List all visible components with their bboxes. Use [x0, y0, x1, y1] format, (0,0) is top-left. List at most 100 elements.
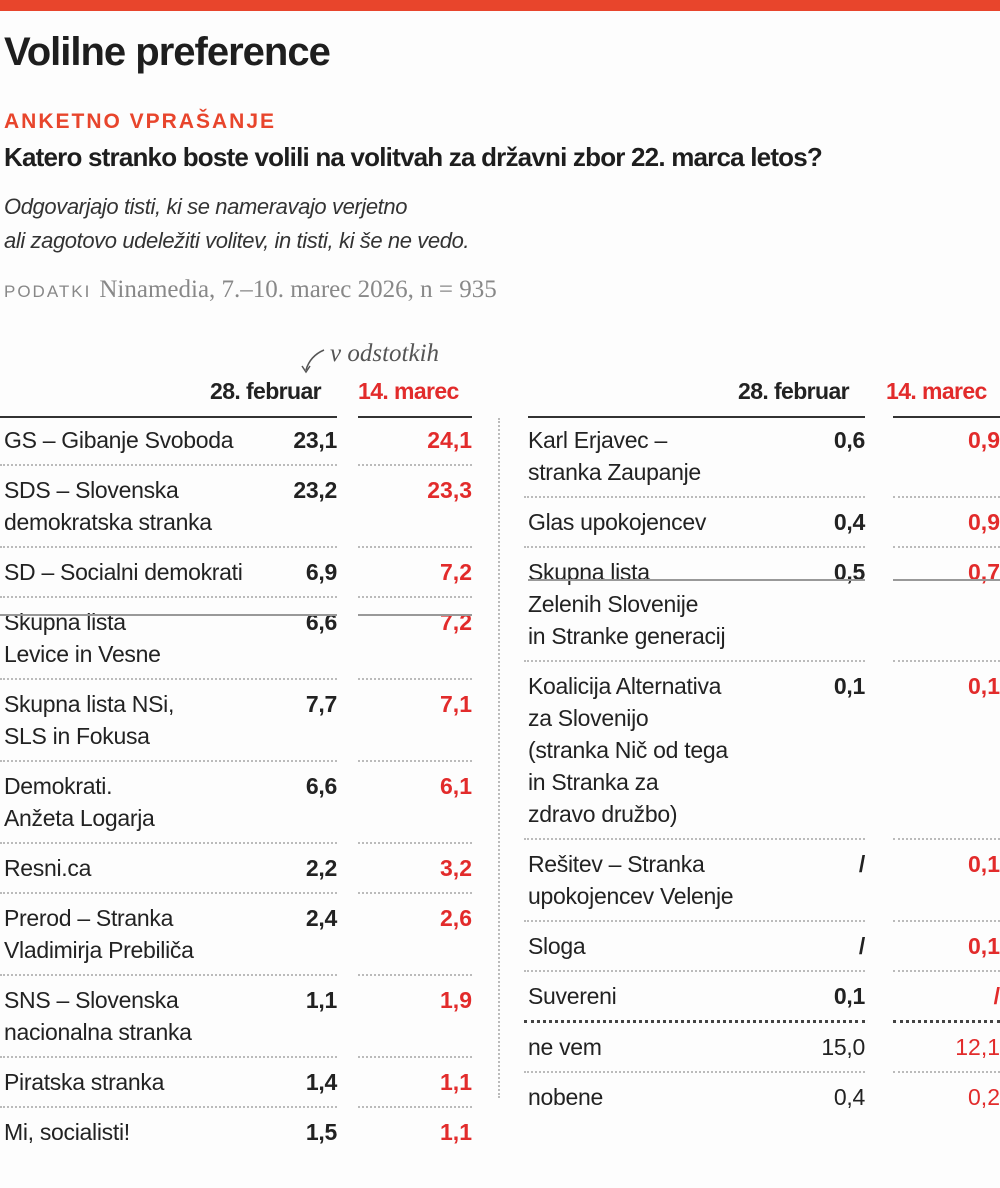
table-row: GS – Gibanje Svoboda 23,1 24,1 — [0, 416, 472, 464]
party-name-line: Mi, socialisti! — [4, 1119, 130, 1145]
value-mar: 0,1 — [893, 838, 1000, 920]
value-feb: 0,4 — [833, 509, 865, 535]
party-name-line: Anžeta Logarja — [4, 805, 155, 831]
party-name-line: SD – Socialni demokrati — [4, 559, 243, 585]
party-name: Rešitev – Stranka upokojencev Velenje — [528, 848, 734, 912]
value-feb: 7,7 — [305, 691, 337, 717]
party-name: Mi, socialisti! — [4, 1116, 130, 1148]
party-name: SD – Socialni demokrati — [4, 556, 243, 588]
party-name-line: Skupna lista — [528, 559, 650, 585]
col-header-feb-right: 28. februar — [738, 378, 850, 404]
col-header-feb: 28. februar — [210, 378, 322, 404]
table-row: Glas upokojencev 0,4 0,9 — [524, 496, 1000, 546]
value-mar: 0,7 — [893, 546, 1000, 660]
party-name-line: Prerod – Stranka — [4, 905, 174, 931]
curved-arrow-icon — [301, 349, 325, 374]
party-name-line: stranka Zaupanje — [528, 459, 701, 485]
value-feb: 23,1 — [293, 427, 337, 453]
value-feb: 15,0 — [821, 1034, 865, 1060]
party-name-line: Levice in Vesne — [4, 641, 161, 667]
party-name-line: ne vem — [528, 1034, 602, 1060]
value-mar: 0,9 — [893, 496, 1000, 546]
party-name: Glas upokojencev — [528, 506, 706, 538]
party-name-line: Demokrati. — [4, 773, 113, 799]
col-header-mar-right: 14. marec — [886, 378, 987, 404]
party-name-line: (stranka Nič od tega — [528, 737, 728, 763]
party-name: SNS – Slovenska nacionalna stranka — [4, 984, 192, 1048]
party-name-line: Piratska stranka — [4, 1069, 165, 1095]
value-mar: 0,1 — [893, 660, 1000, 838]
party-name: Resni.ca — [4, 852, 91, 884]
party-name-line: Resni.ca — [4, 855, 92, 881]
value-feb: 0,1 — [833, 983, 865, 1009]
value-mar: 1,9 — [358, 974, 472, 1056]
party-name-line: upokojencev Velenje — [528, 883, 734, 909]
bottom-rule — [358, 614, 472, 616]
party-name: ne vem — [528, 1031, 602, 1063]
bottom-rule — [528, 579, 865, 581]
header-rule — [528, 416, 865, 418]
party-name-line: Skupna lista NSi, — [4, 691, 175, 717]
table-row: Sloga / 0,1 — [524, 920, 1000, 970]
note-line: ali zagotovo udeležiti volitev, in tisti… — [4, 228, 470, 253]
value-feb: 2,4 — [305, 905, 337, 931]
value-mar: 0,1 — [893, 920, 1000, 970]
party-name-line: in Stranka za — [528, 769, 659, 795]
question: Katero stranko boste volili na volitvah … — [4, 142, 823, 172]
value-feb: 2,2 — [305, 855, 337, 881]
party-name-line: nacionalna stranka — [4, 1019, 192, 1045]
value-mar: 7,2 — [358, 596, 472, 678]
party-name: Piratska stranka — [4, 1066, 164, 1098]
value-feb: 0,4 — [833, 1084, 865, 1110]
note-line: Odgovarjajo tisti, ki se nameravajo verj… — [4, 194, 408, 219]
party-name: Skupna lista NSi, SLS in Fokusa — [4, 688, 174, 752]
party-name: Demokrati. Anžeta Logarja — [4, 770, 155, 834]
table-row: Resni.ca 2,2 3,2 — [0, 842, 472, 892]
table-row: Koalicija Alternativa za Slovenijo (strank… — [524, 660, 1000, 838]
table-row: Prerod – Stranka Vladimirja Prebiliča 2,4 2… — [0, 892, 472, 974]
kicker: ANKETNO VPRAŠANJE — [4, 110, 277, 133]
source-label: PODATKI — [4, 282, 92, 301]
party-name-line: Glas upokojencev — [528, 509, 707, 535]
value-mar: 24,1 — [427, 427, 472, 453]
value-mar: 23,3 — [358, 464, 472, 546]
party-name-line: SNS – Slovenska — [4, 987, 179, 1013]
table-row: Skupna lista Zelenih Slovenije in Stranke … — [524, 546, 1000, 660]
table-right: Karl Erjavec – stranka Zaupanje 0,6 0,9 Glas… — [524, 416, 1000, 1121]
party-name: Skupna lista Levice in Vesne — [4, 606, 161, 670]
party-name-line: nobene — [528, 1084, 603, 1110]
party-name-line: SDS – Slovenska — [4, 477, 179, 503]
value-feb: 6,6 — [305, 609, 337, 635]
party-name: Sloga — [528, 930, 586, 962]
party-name: nobene — [528, 1081, 603, 1113]
table-row: Karl Erjavec – stranka Zaupanje 0,6 0,9 — [524, 416, 1000, 496]
party-name-line: Vladimirja Prebiliča — [4, 937, 194, 963]
value-feb: 1,1 — [305, 987, 337, 1013]
value-feb: 1,4 — [305, 1069, 337, 1095]
col-header-mar: 14. marec — [358, 378, 459, 404]
value-mar: 1,1 — [358, 1056, 472, 1106]
value-mar: 1,1 — [358, 1106, 472, 1156]
value-feb: 6,6 — [305, 773, 337, 799]
party-name-line: Rešitev – Stranka — [528, 851, 705, 877]
table-row: SNS – Slovenska nacionalna stranka 1,1 1,9 — [0, 974, 472, 1056]
party-name: Karl Erjavec – stranka Zaupanje — [528, 424, 701, 488]
table-row: Skupna lista NSi, SLS in Fokusa 7,7 7,1 — [0, 678, 472, 760]
value-feb: / — [858, 933, 865, 959]
table-row: nobene 0,4 0,2 — [524, 1071, 1000, 1121]
party-name-line: Karl Erjavec – — [528, 427, 667, 453]
party-name: GS – Gibanje Svoboda — [4, 424, 234, 456]
value-mar: 0,9 — [968, 427, 1000, 453]
value-feb: / — [858, 851, 865, 877]
value-feb: 0,1 — [833, 673, 865, 699]
value-mar: 12,1 — [893, 1020, 1000, 1071]
party-name-line: GS – Gibanje Svoboda — [4, 427, 234, 453]
value-mar: 0,2 — [893, 1071, 1000, 1121]
table-row: Mi, socialisti! 1,5 1,1 — [0, 1106, 472, 1156]
party-name-line: Suvereni — [528, 983, 617, 1009]
party-name: SDS – Slovenska demokratska stranka — [4, 474, 212, 538]
party-name-line: Sloga — [528, 933, 586, 959]
page-title: Volilne preference — [4, 30, 331, 74]
party-name: Prerod – Stranka Vladimirja Prebiliča — [4, 902, 194, 966]
value-mar: 6,1 — [358, 760, 472, 842]
